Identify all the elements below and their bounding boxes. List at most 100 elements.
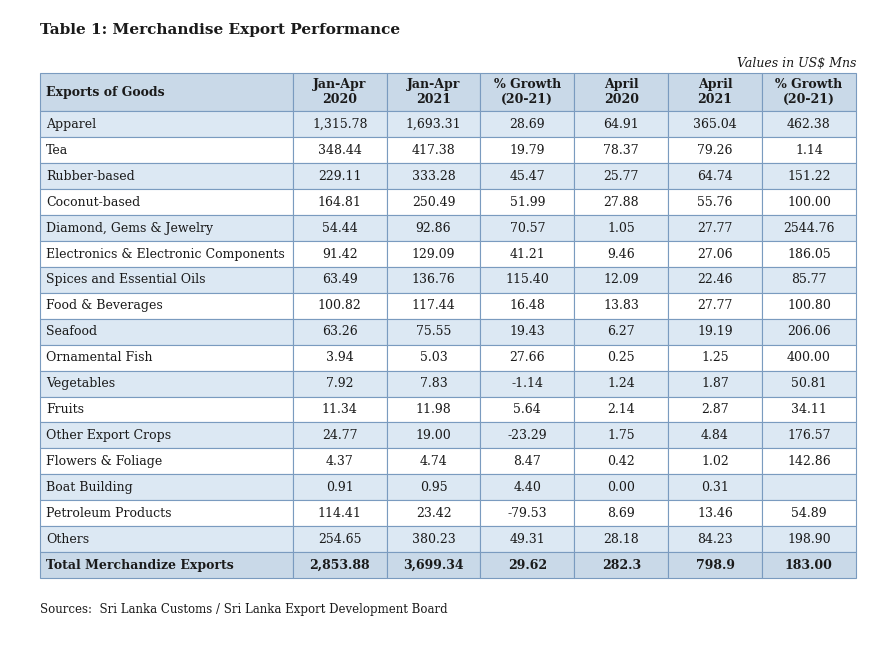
Text: 64.91: 64.91 <box>604 118 639 131</box>
Text: Values in US$ Mns: Values in US$ Mns <box>737 57 857 70</box>
Text: 3,699.34: 3,699.34 <box>404 559 464 572</box>
Text: 64.74: 64.74 <box>697 170 733 183</box>
Text: 1.25: 1.25 <box>701 351 729 364</box>
Text: 2.87: 2.87 <box>701 403 729 416</box>
Text: 91.42: 91.42 <box>322 248 358 260</box>
Text: Others: Others <box>46 533 89 546</box>
Text: 254.65: 254.65 <box>318 533 361 546</box>
Text: 45.47: 45.47 <box>510 170 545 183</box>
Text: April
2021: April 2021 <box>697 78 733 106</box>
Text: 1,315.78: 1,315.78 <box>312 118 367 131</box>
Text: 13.46: 13.46 <box>697 507 733 520</box>
Text: 13.83: 13.83 <box>604 299 639 312</box>
Text: -23.29: -23.29 <box>508 429 547 442</box>
Text: 54.89: 54.89 <box>791 507 827 520</box>
Text: 1.75: 1.75 <box>607 429 635 442</box>
Text: 16.48: 16.48 <box>510 299 545 312</box>
Text: Ornamental Fish: Ornamental Fish <box>46 351 152 364</box>
Text: Coconut-based: Coconut-based <box>46 196 140 209</box>
Text: 49.31: 49.31 <box>510 533 545 546</box>
Text: 5.03: 5.03 <box>419 351 448 364</box>
Text: 186.05: 186.05 <box>787 248 831 260</box>
Text: Tea: Tea <box>46 144 68 157</box>
Text: 2544.76: 2544.76 <box>783 222 835 235</box>
Text: 63.49: 63.49 <box>322 273 358 286</box>
Text: Other Export Crops: Other Export Crops <box>46 429 171 442</box>
Text: 1.05: 1.05 <box>607 222 635 235</box>
Text: 250.49: 250.49 <box>412 196 455 209</box>
Text: 4.84: 4.84 <box>701 429 729 442</box>
Text: 50.81: 50.81 <box>791 377 827 390</box>
Text: 1.02: 1.02 <box>701 455 729 468</box>
Text: Total Merchandize Exports: Total Merchandize Exports <box>46 559 234 572</box>
Text: Jan-Apr
2021: Jan-Apr 2021 <box>407 78 460 106</box>
Text: Diamond, Gems & Jewelry: Diamond, Gems & Jewelry <box>46 222 213 235</box>
Text: Spices and Essential Oils: Spices and Essential Oils <box>46 273 205 286</box>
Text: 100.00: 100.00 <box>787 196 831 209</box>
Text: 4.37: 4.37 <box>326 455 354 468</box>
Text: 380.23: 380.23 <box>412 533 456 546</box>
Text: 0.31: 0.31 <box>701 481 729 494</box>
Text: 117.44: 117.44 <box>412 299 456 312</box>
Text: 0.95: 0.95 <box>419 481 447 494</box>
Text: 1.24: 1.24 <box>607 377 635 390</box>
Text: 176.57: 176.57 <box>787 429 831 442</box>
Text: 229.11: 229.11 <box>318 170 361 183</box>
Text: 19.43: 19.43 <box>510 325 545 338</box>
Text: Rubber-based: Rubber-based <box>46 170 135 183</box>
Text: 417.38: 417.38 <box>412 144 456 157</box>
Text: 28.69: 28.69 <box>510 118 545 131</box>
Text: Petroleum Products: Petroleum Products <box>46 507 172 520</box>
Text: 282.3: 282.3 <box>602 559 641 572</box>
Text: 0.00: 0.00 <box>607 481 635 494</box>
Text: 85.77: 85.77 <box>791 273 827 286</box>
Text: Boat Building: Boat Building <box>46 481 133 494</box>
Text: Exports of Goods: Exports of Goods <box>46 86 165 98</box>
Text: 27.88: 27.88 <box>604 196 639 209</box>
Text: 365.04: 365.04 <box>693 118 737 131</box>
Text: Fruits: Fruits <box>46 403 84 416</box>
Text: 29.62: 29.62 <box>508 559 547 572</box>
Text: 142.86: 142.86 <box>787 455 831 468</box>
Text: 129.09: 129.09 <box>412 248 455 260</box>
Text: Flowers & Foliage: Flowers & Foliage <box>46 455 162 468</box>
Text: 51.99: 51.99 <box>510 196 545 209</box>
Text: 25.77: 25.77 <box>604 170 639 183</box>
Text: 114.41: 114.41 <box>318 507 362 520</box>
Text: 24.77: 24.77 <box>322 429 358 442</box>
Text: 7.83: 7.83 <box>419 377 448 390</box>
Text: Apparel: Apparel <box>46 118 96 131</box>
Text: 333.28: 333.28 <box>412 170 456 183</box>
Text: 84.23: 84.23 <box>697 533 733 546</box>
Text: 28.18: 28.18 <box>604 533 639 546</box>
Text: 348.44: 348.44 <box>318 144 362 157</box>
Text: 19.00: 19.00 <box>416 429 451 442</box>
Text: 151.22: 151.22 <box>787 170 831 183</box>
Text: 27.77: 27.77 <box>697 222 733 235</box>
Text: 115.40: 115.40 <box>505 273 550 286</box>
Text: 100.80: 100.80 <box>787 299 831 312</box>
Text: 206.06: 206.06 <box>787 325 831 338</box>
Text: 19.19: 19.19 <box>697 325 733 338</box>
Text: Jan-Apr
2020: Jan-Apr 2020 <box>313 78 366 106</box>
Text: Sources:  Sri Lanka Customs / Sri Lanka Export Development Board: Sources: Sri Lanka Customs / Sri Lanka E… <box>40 603 448 616</box>
Text: 4.74: 4.74 <box>419 455 448 468</box>
Text: 4.40: 4.40 <box>513 481 542 494</box>
Text: 22.46: 22.46 <box>697 273 733 286</box>
Text: 75.55: 75.55 <box>416 325 451 338</box>
Text: Food & Beverages: Food & Beverages <box>46 299 163 312</box>
Text: Vegetables: Vegetables <box>46 377 115 390</box>
Text: 798.9: 798.9 <box>696 559 735 572</box>
Text: -1.14: -1.14 <box>512 377 543 390</box>
Text: 8.47: 8.47 <box>513 455 542 468</box>
Text: April
2020: April 2020 <box>604 78 639 106</box>
Text: 79.26: 79.26 <box>697 144 733 157</box>
Text: 2,853.88: 2,853.88 <box>310 559 370 572</box>
Text: % Growth
(20-21): % Growth (20-21) <box>775 78 843 106</box>
Text: Seafood: Seafood <box>46 325 97 338</box>
Text: 27.77: 27.77 <box>697 299 733 312</box>
Text: 1,693.31: 1,693.31 <box>405 118 461 131</box>
Text: % Growth
(20-21): % Growth (20-21) <box>494 78 561 106</box>
Text: Table 1: Merchandise Export Performance: Table 1: Merchandise Export Performance <box>40 23 400 37</box>
Text: 78.37: 78.37 <box>604 144 639 157</box>
